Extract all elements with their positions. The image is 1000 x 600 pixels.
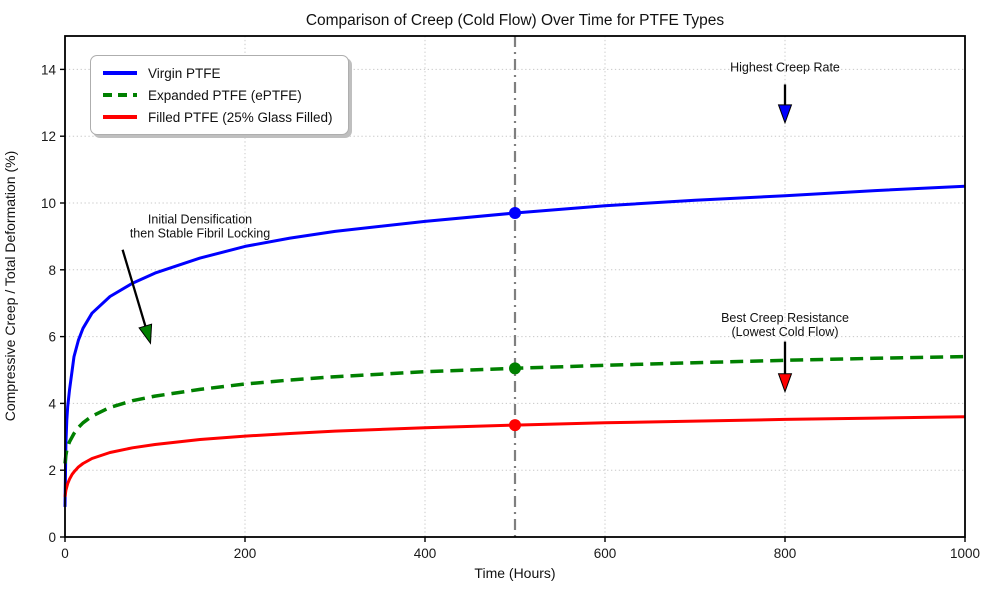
x-tick-label: 1000 — [950, 546, 980, 561]
annotation-text-best-creep-resistance: (Lowest Cold Flow) — [732, 325, 839, 339]
data-series — [63, 184, 966, 507]
annotation-arrow-head-highest-creep-rate — [777, 104, 793, 125]
annotation-arrow-head-initial-densification — [138, 323, 153, 345]
legend-label-virgin-ptfe: Virgin PTFE — [148, 65, 221, 81]
series-marker-1 — [509, 362, 521, 375]
annotation-text-best-creep-resistance: Best Creep Resistance — [721, 311, 849, 325]
series-marker-0 — [509, 207, 521, 220]
plot-border — [64, 35, 966, 538]
legend-label-filled-ptfe: Filled PTFE (25% Glass Filled) — [148, 109, 333, 125]
series-line-0 — [63, 184, 966, 507]
y-tick-label: 4 — [48, 396, 56, 411]
y-axis-label: Compressive Creep / Total Deformation (%… — [2, 151, 18, 422]
x-tick-label: 800 — [774, 546, 797, 561]
x-axis-label: Time (Hours) — [474, 565, 555, 581]
axes: 0 200 400 600 800 1000 0 2 4 6 8 10 12 14 — [41, 35, 980, 561]
y-tick-label: 2 — [48, 463, 56, 478]
y-tick-label: 6 — [48, 330, 56, 345]
legend-line-sample-virgin-ptfe — [103, 71, 137, 75]
annotation-text-highest-creep-rate: Highest Creep Rate — [730, 61, 840, 75]
annotation-text-initial-densification: then Stable Fibril Locking — [130, 227, 270, 241]
annotations: Highest Creep Rate Initial Densificationt… — [121, 61, 849, 394]
legend-item-filled-ptfe: Filled PTFE (25% Glass Filled) — [103, 108, 333, 126]
legend-line-sample-expanded-ptfe — [103, 93, 137, 97]
series-marker-2 — [509, 419, 521, 432]
x-tick-label: 0 — [61, 546, 69, 561]
chart-title: Comparison of Creep (Cold Flow) Over Tim… — [306, 12, 725, 29]
legend-item-expanded-ptfe: Expanded PTFE (ePTFE) — [103, 86, 333, 104]
annotation-text-initial-densification: Initial Densification — [148, 213, 252, 227]
legend-label-expanded-ptfe: Expanded PTFE (ePTFE) — [148, 87, 302, 103]
y-tick-label: 14 — [41, 62, 57, 77]
y-tick-label: 12 — [41, 129, 56, 144]
series-line-2 — [63, 415, 966, 498]
y-tick-label: 0 — [48, 530, 56, 545]
gridlines — [65, 36, 965, 537]
legend-item-virgin-ptfe: Virgin PTFE — [103, 64, 333, 82]
legend: Virgin PTFE Expanded PTFE (ePTFE) Filled… — [90, 55, 349, 135]
annotation-arrow-shaft-initial-densification — [121, 249, 148, 329]
series-line-1 — [63, 354, 966, 464]
x-tick-label: 200 — [234, 546, 257, 561]
y-tick-label: 8 — [48, 263, 56, 278]
legend-line-sample-filled-ptfe — [103, 115, 137, 119]
annotation-arrow-head-best-creep-resistance — [777, 373, 793, 394]
x-tick-label: 600 — [594, 546, 617, 561]
y-tick-label: 10 — [41, 196, 56, 211]
x-tick-label: 400 — [414, 546, 437, 561]
